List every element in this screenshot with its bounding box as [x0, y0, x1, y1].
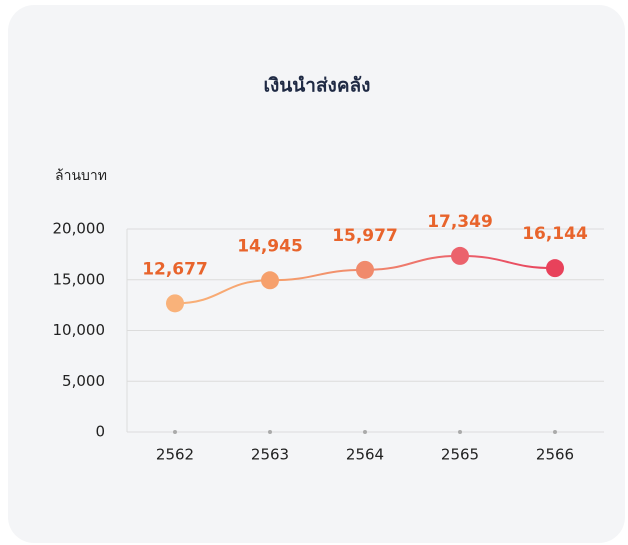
- data-label: 12,677: [142, 259, 208, 279]
- data-label: 14,945: [237, 236, 303, 256]
- point: [451, 246, 469, 265]
- point: [166, 294, 184, 313]
- x-tick-dot: [458, 430, 462, 434]
- point: [261, 271, 279, 290]
- card: [8, 5, 625, 543]
- y-tick-label: 20,000: [53, 220, 106, 238]
- y-axis-label: ล้านบาท: [55, 168, 107, 184]
- x-tick-dot: [553, 430, 557, 434]
- y-tick-label: 10,000: [53, 321, 106, 339]
- y-tick-label: 0: [95, 423, 105, 441]
- x-tick-label: 2566: [536, 446, 574, 464]
- data-label: 15,977: [332, 226, 398, 246]
- chart-title: เงินนำส่งคลัง: [264, 75, 371, 97]
- x-tick-dot: [363, 430, 367, 434]
- x-tick-label: 2563: [251, 446, 289, 464]
- data-label: 17,349: [427, 212, 493, 232]
- x-tick-label: 2565: [441, 446, 479, 464]
- y-tick-label: 5,000: [62, 372, 105, 390]
- x-tick-dot: [173, 430, 177, 434]
- x-tick-label: 2562: [156, 446, 194, 464]
- data-label: 16,144: [522, 224, 588, 244]
- y-tick-label: 15,000: [53, 270, 106, 288]
- point: [356, 260, 374, 279]
- point: [546, 259, 564, 278]
- x-tick-dot: [268, 430, 272, 434]
- x-tick-label: 2564: [346, 446, 384, 464]
